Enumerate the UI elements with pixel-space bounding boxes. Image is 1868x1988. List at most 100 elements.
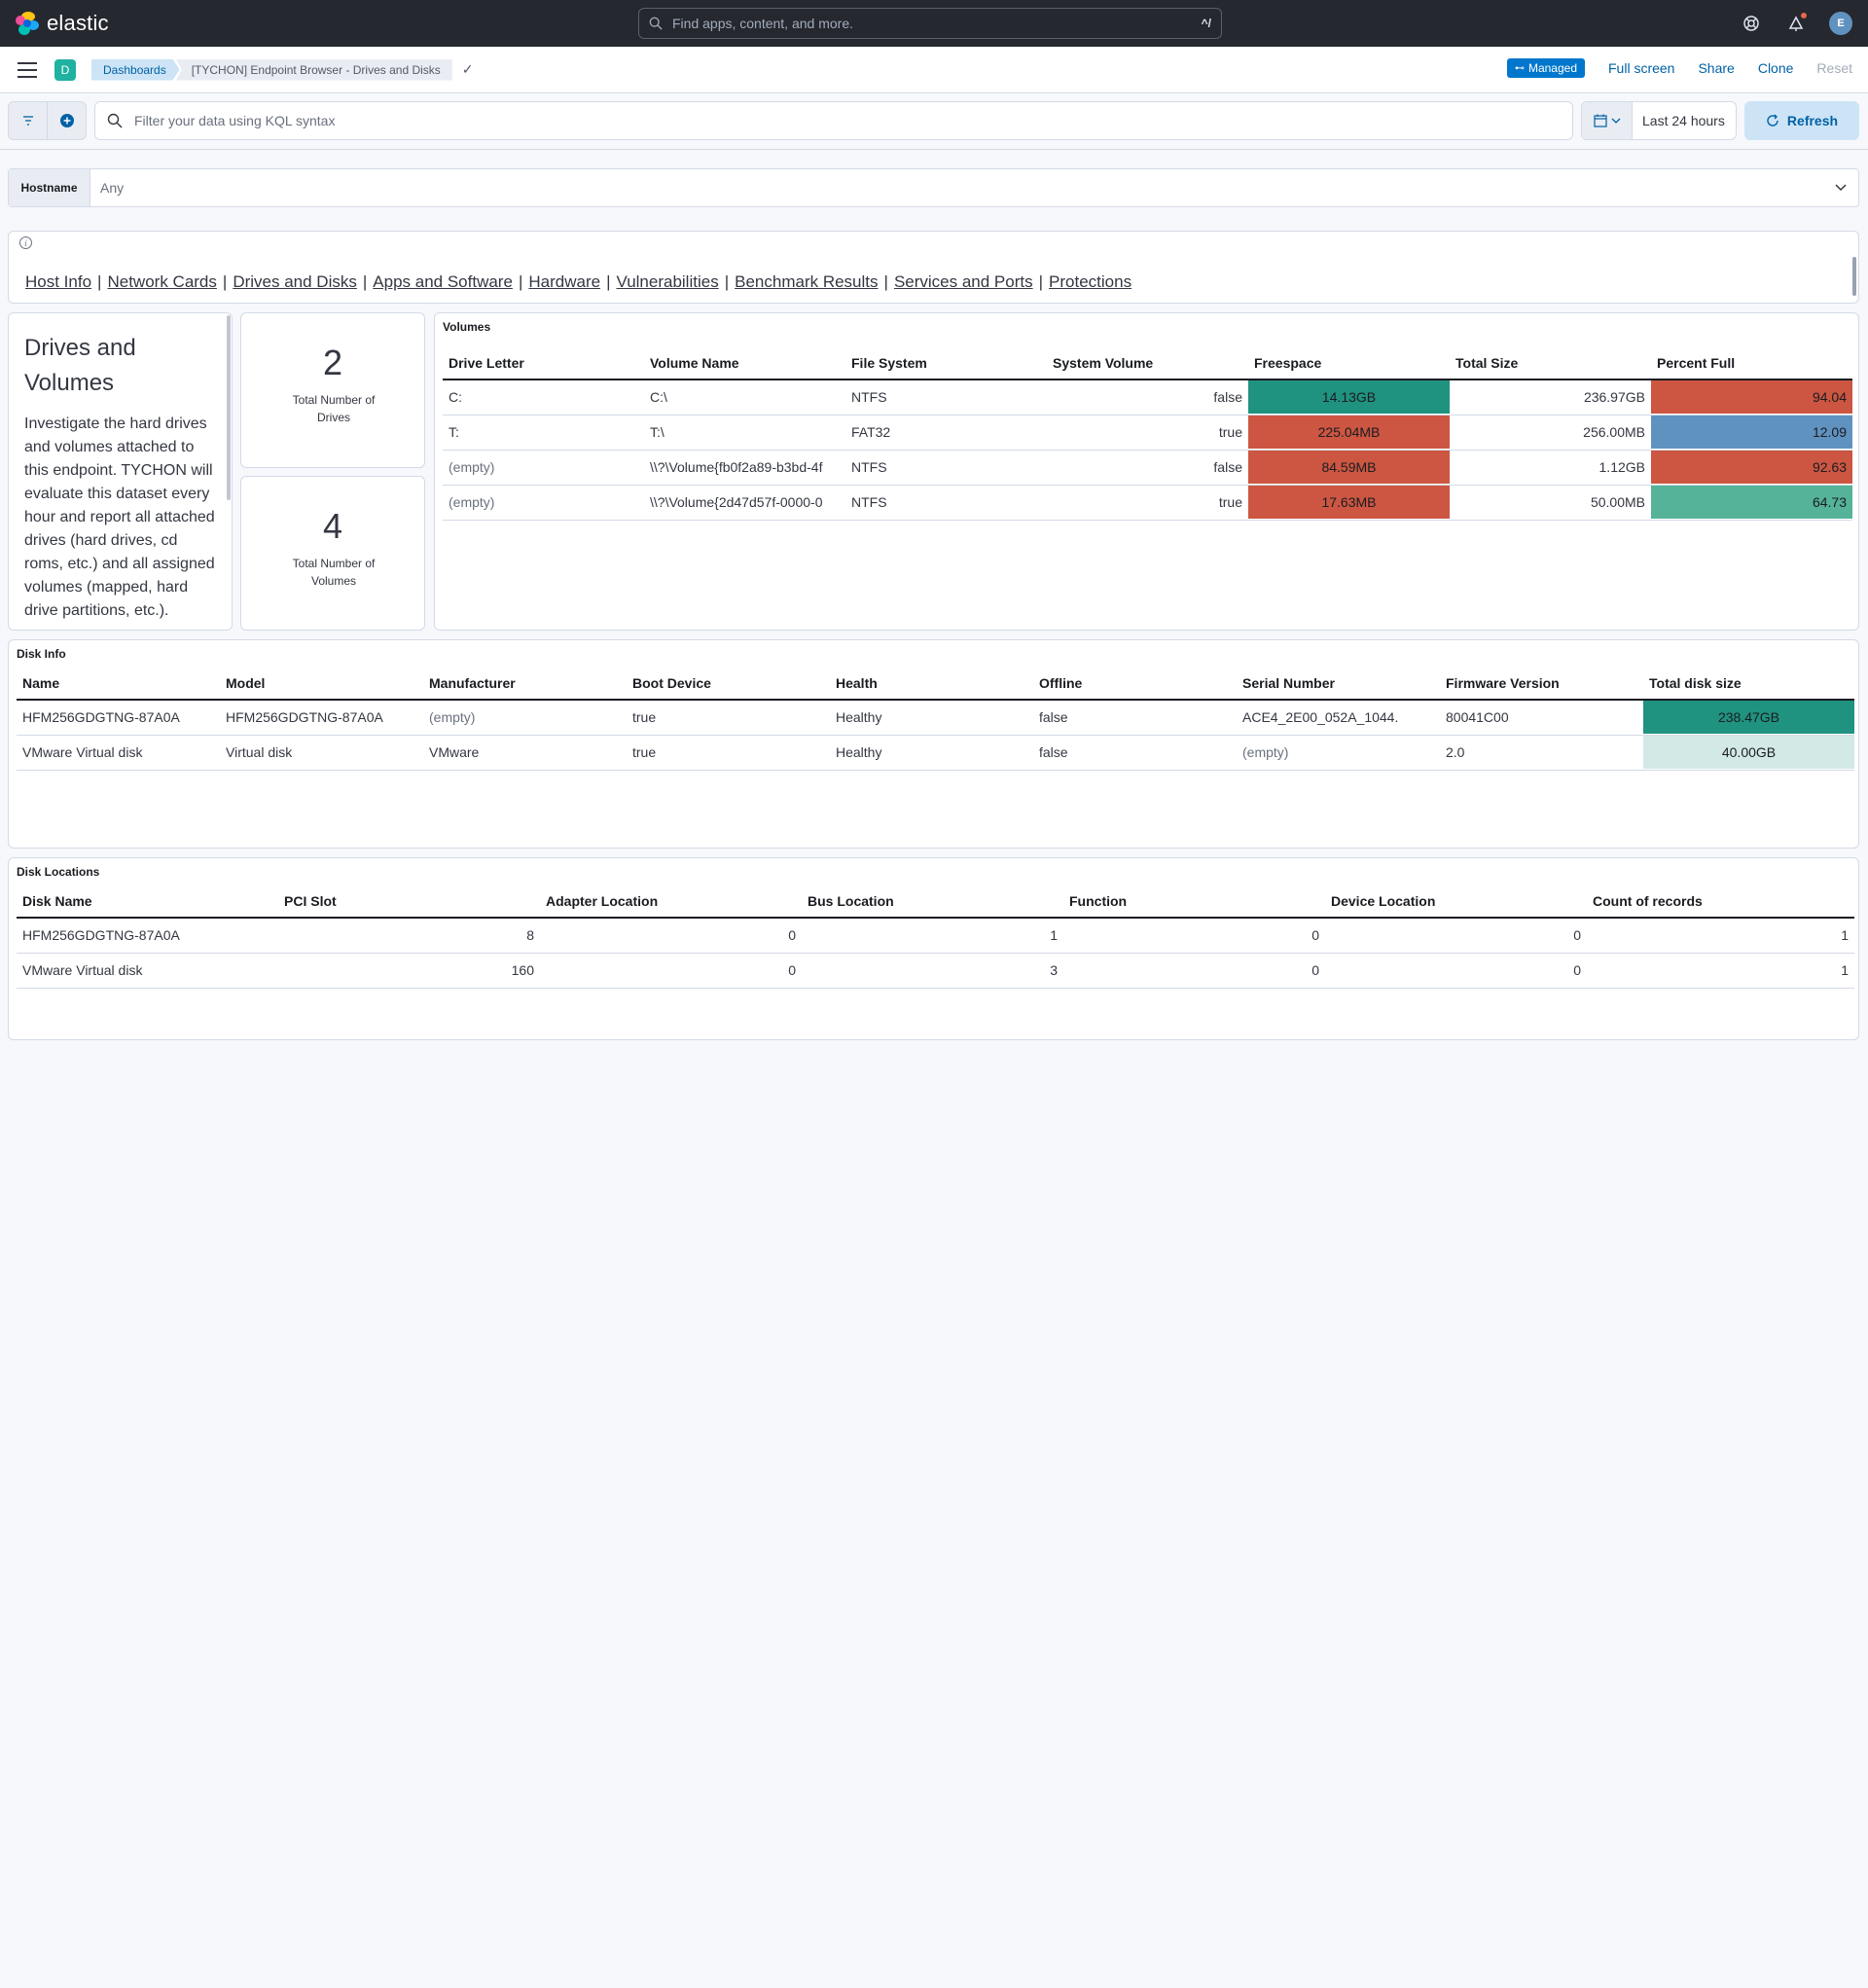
table-cell: 225.04MB: [1248, 415, 1450, 451]
column-header[interactable]: Serial Number: [1237, 667, 1440, 701]
table-row: (empty) \\?\Volume{fb0f2a89-b3bd-4f NTFS fa…: [443, 450, 1852, 486]
chevron-down-icon[interactable]: [1823, 184, 1858, 192]
nav-link-apps-and-software[interactable]: Apps and Software: [373, 272, 513, 291]
nav-link-protections[interactable]: Protections: [1049, 272, 1132, 291]
column-header[interactable]: Adapter Location: [540, 885, 802, 919]
search-icon: [649, 17, 663, 30]
menu-icon[interactable]: [18, 61, 37, 78]
column-header[interactable]: Device Location: [1325, 885, 1587, 919]
column-header[interactable]: Drive Letter: [443, 346, 644, 380]
column-header[interactable]: Volume Name: [644, 346, 845, 380]
table-cell: FAT32: [845, 415, 1047, 451]
table-cell: false: [1047, 380, 1248, 416]
table-cell: true: [627, 700, 830, 736]
table-cell: \\?\Volume{fb0f2a89-b3bd-4f: [644, 450, 845, 486]
full-screen-button[interactable]: Full screen: [1608, 60, 1675, 76]
table-cell: false: [1033, 735, 1237, 771]
table-cell: C:\: [644, 380, 845, 416]
table-cell: 238.47GB: [1643, 700, 1854, 736]
table-cell: NTFS: [845, 450, 1047, 486]
column-header[interactable]: Function: [1063, 885, 1325, 919]
table-cell: 1.12GB: [1450, 450, 1651, 486]
nav-link-network-cards[interactable]: Network Cards: [107, 272, 217, 291]
table-cell: 40.00GB: [1643, 735, 1854, 771]
table-cell: C:: [443, 380, 644, 416]
space-avatar[interactable]: D: [54, 58, 76, 81]
kql-search-input[interactable]: [134, 113, 1561, 128]
breadcrumb-dashboards[interactable]: Dashboards: [91, 58, 180, 81]
chevron-down-icon: [1611, 118, 1620, 124]
global-search[interactable]: ^/: [638, 8, 1222, 39]
kql-search[interactable]: [94, 101, 1573, 140]
column-header[interactable]: Bus Location: [802, 885, 1063, 919]
scrollbar[interactable]: [1852, 257, 1856, 296]
add-filter-button[interactable]: [48, 102, 86, 139]
cell-value: 17.63MB: [1248, 486, 1450, 519]
table-cell: 1: [1587, 953, 1854, 989]
column-header[interactable]: Freespace: [1248, 346, 1450, 380]
column-header[interactable]: Model: [220, 667, 423, 701]
table-row: C: C:\ NTFS false 14.13GB 236.97GB 94.04: [443, 380, 1852, 416]
table-cell: 92.63: [1651, 450, 1852, 486]
table-cell: 94.04: [1651, 380, 1852, 416]
hostname-control[interactable]: Hostname Any: [8, 168, 1859, 207]
nav-link-benchmark-results[interactable]: Benchmark Results: [735, 272, 879, 291]
table-cell: \\?\Volume{2d47d57f-0000-0: [644, 485, 845, 521]
table-header-row: Name Model Manufacturer Boot Device Heal…: [17, 667, 1854, 701]
nav-link-host-info[interactable]: Host Info: [25, 272, 92, 291]
disk-locations-panel: Disk Locations Disk Name PCI Slot Adapte…: [8, 857, 1859, 1040]
table-cell: Virtual disk: [220, 735, 423, 771]
refresh-button[interactable]: Refresh: [1744, 101, 1859, 140]
column-header[interactable]: Total disk size: [1643, 667, 1854, 701]
table-cell: 160: [278, 953, 540, 989]
help-icon[interactable]: [1740, 12, 1763, 35]
share-button[interactable]: Share: [1698, 60, 1735, 76]
global-search-input[interactable]: [672, 16, 1202, 31]
user-avatar[interactable]: E: [1829, 12, 1852, 35]
column-header[interactable]: PCI Slot: [278, 885, 540, 919]
control-value[interactable]: Any: [100, 180, 125, 196]
column-header[interactable]: System Volume: [1047, 346, 1248, 380]
table-cell: 14.13GB: [1248, 380, 1450, 416]
clone-button[interactable]: Clone: [1757, 60, 1794, 76]
table-cell: true: [627, 735, 830, 771]
table-row: HFM256GDGTNG-87A0A HFM256GDGTNG-87A0A (emp…: [17, 700, 1854, 736]
table-cell: 0: [540, 953, 802, 989]
column-header[interactable]: Count of records: [1587, 885, 1854, 919]
table-cell: VMware Virtual disk: [17, 735, 220, 771]
column-header[interactable]: Disk Name: [17, 885, 278, 919]
reset-button[interactable]: Reset: [1816, 60, 1852, 76]
column-header[interactable]: Offline: [1033, 667, 1237, 701]
column-header[interactable]: Firmware Version: [1440, 667, 1643, 701]
column-header[interactable]: File System: [845, 346, 1047, 380]
column-header[interactable]: Boot Device: [627, 667, 830, 701]
table-cell: 1: [802, 918, 1063, 954]
column-header[interactable]: Health: [830, 667, 1033, 701]
news-feed-icon[interactable]: [1784, 12, 1808, 35]
quick-select-button[interactable]: [1582, 102, 1633, 139]
date-picker[interactable]: Last 24 hours: [1581, 101, 1737, 140]
elastic-logo[interactable]: elastic: [16, 11, 109, 36]
filter-menu-button[interactable]: [9, 102, 48, 139]
table-cell: T:\: [644, 415, 845, 451]
column-header[interactable]: Percent Full: [1651, 346, 1852, 380]
time-range[interactable]: Last 24 hours: [1642, 113, 1725, 128]
table-cell: 3: [802, 953, 1063, 989]
nav-link-hardware[interactable]: Hardware: [528, 272, 601, 291]
nav-link-drives-and-disks[interactable]: Drives and Disks: [233, 272, 357, 291]
nav-link-services-and-ports[interactable]: Services and Ports: [893, 272, 1033, 291]
nav-links-panel: i Host Info | Network Cards | Drives and D…: [8, 231, 1859, 304]
volumes-panel: Volumes Drive Letter Volume Name File Sy…: [434, 312, 1859, 631]
table-cell: Healthy: [830, 700, 1033, 736]
info-icon[interactable]: i: [19, 236, 32, 249]
scrollbar[interactable]: [227, 315, 231, 500]
check-icon[interactable]: ✓: [461, 61, 474, 77]
column-header[interactable]: Total Size: [1450, 346, 1651, 380]
table-cell: ACE4_2E00_052A_1044.: [1237, 700, 1440, 736]
nav-link-vulnerabilities[interactable]: Vulnerabilities: [616, 272, 719, 291]
table-cell: 17.63MB: [1248, 485, 1450, 521]
disk-info-panel: Disk Info Name Model Manufacturer Boot D…: [8, 639, 1859, 849]
column-header[interactable]: Name: [17, 667, 220, 701]
column-header[interactable]: Manufacturer: [423, 667, 627, 701]
table-cell: (empty): [443, 450, 644, 486]
